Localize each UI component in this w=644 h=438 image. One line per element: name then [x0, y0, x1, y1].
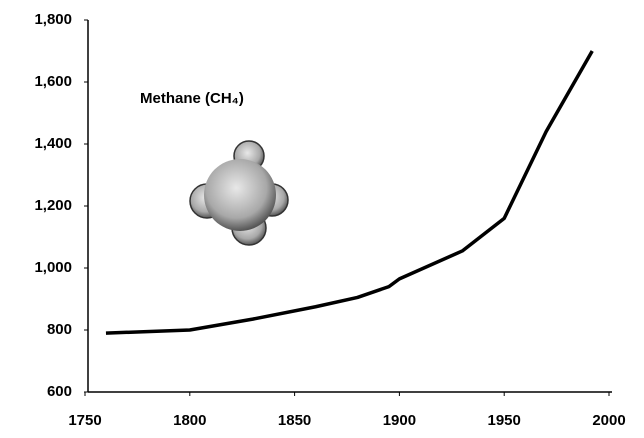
annotation: Methane (CH₄) [140, 90, 244, 107]
molecule-icon [190, 141, 288, 245]
y-tick-label: 1,200 [34, 197, 72, 214]
x-tick-label: 1800 [173, 412, 206, 429]
x-tick-label: 1900 [383, 412, 416, 429]
x-tick-label: 1950 [488, 412, 521, 429]
x-tick-label: 1750 [68, 412, 101, 429]
y-tick-label: 1,600 [34, 73, 72, 90]
x-tick-label: 1850 [278, 412, 311, 429]
page: {"chart_data": {"type": "line", "annotat… [0, 0, 644, 438]
chart: Methane (CH₄) 600 800 1,000 1,200 1,400 1,600… [0, 0, 644, 433]
y-tick-label: 1,400 [34, 135, 72, 152]
y-tick-label: 1,800 [34, 11, 72, 28]
y-tick-label: 800 [47, 321, 72, 338]
y-tick-label: 1,000 [34, 259, 72, 276]
y-tick-label: 600 [47, 383, 72, 400]
x-tick-label: 2000 [592, 412, 625, 429]
